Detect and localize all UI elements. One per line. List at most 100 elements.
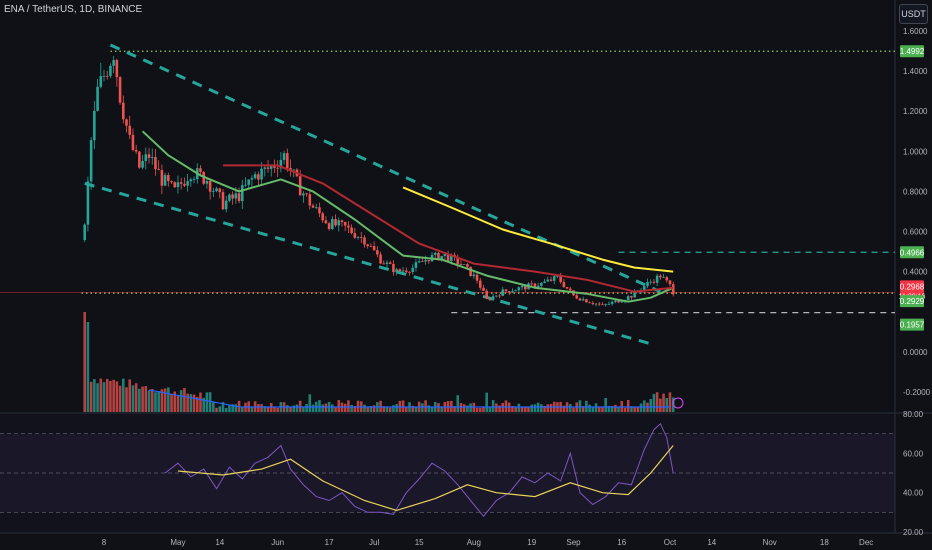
volume-bar: [659, 398, 662, 412]
candle-body: [585, 299, 588, 303]
candle-body: [163, 175, 167, 186]
volume-bar: [401, 400, 405, 412]
volume-bar: [414, 406, 418, 412]
candle-body: [485, 290, 488, 299]
rsi-ma-line: [177, 445, 674, 512]
candle-body: [170, 181, 173, 183]
volume-bar: [469, 403, 472, 412]
volume-bar: [205, 392, 209, 412]
time-tick-label: May: [170, 538, 185, 547]
candle-body: [472, 274, 476, 277]
volume-bar: [99, 378, 103, 412]
volume-bar: [350, 404, 353, 412]
candle-body: [183, 183, 186, 186]
candle-body: [437, 252, 440, 261]
volume-bar: [614, 404, 617, 412]
volume-bar: [195, 396, 199, 412]
candle-body: [376, 250, 379, 255]
volume-bar: [125, 387, 128, 412]
candle-body: [189, 179, 193, 182]
volume-bar: [212, 402, 215, 412]
volume-bar: [540, 404, 543, 412]
candle-body: [118, 77, 122, 103]
volume-bar: [665, 398, 669, 412]
volume-bar: [105, 378, 109, 412]
candle-body: [314, 207, 318, 209]
candle-body: [347, 225, 350, 228]
time-tick-label: Sep: [566, 538, 581, 547]
candle-body: [311, 205, 315, 208]
candle-body: [305, 193, 308, 195]
candle-body: [620, 301, 624, 303]
candle-body: [398, 269, 402, 272]
candle-body: [228, 194, 231, 201]
volume-bar: [353, 406, 357, 412]
candle-body: [379, 254, 382, 264]
volume-bar: [636, 407, 640, 412]
volume-bar: [642, 400, 646, 412]
symbol-header: ENA / TetherUS, 1D, BINANCE: [4, 4, 143, 15]
candle-body: [369, 245, 373, 247]
candle-body: [327, 223, 331, 229]
candle-body: [99, 76, 103, 87]
volume-bar: [597, 407, 601, 412]
volume-bar: [453, 406, 456, 412]
price-tick-label: 0.8000: [903, 187, 928, 196]
volume-bar: [240, 406, 244, 412]
volume-bar: [511, 406, 514, 412]
volume-bar: [488, 406, 492, 412]
rsi-tick-label: 40.00: [903, 489, 924, 498]
volume-bar: [218, 406, 222, 412]
volume-bar: [662, 393, 665, 412]
volume-bar: [523, 406, 527, 412]
volume-bar: [440, 406, 443, 412]
volume-bar: [115, 381, 119, 412]
volume-bar: [491, 400, 495, 412]
candle-body: [212, 191, 215, 192]
volume-bar: [594, 403, 598, 412]
volume-bar: [514, 407, 517, 412]
volume-bar: [633, 407, 636, 412]
volume-bar: [607, 406, 611, 412]
candle-body: [102, 75, 106, 77]
volume-bar: [208, 392, 212, 412]
volume-bar: [601, 407, 604, 412]
candle-body: [173, 182, 177, 188]
volume-bar: [630, 406, 633, 412]
volume-bar: [96, 383, 99, 412]
volume-bar: [668, 392, 672, 412]
price-badge: [900, 318, 924, 331]
volume-bar: [202, 397, 205, 412]
candle-body: [533, 283, 537, 288]
candle-body: [356, 237, 360, 238]
candle-body: [112, 60, 115, 66]
candle-body: [520, 285, 524, 288]
volume-bar: [572, 407, 575, 412]
volume-bar: [527, 407, 530, 412]
currency-button[interactable]: USDT: [899, 4, 928, 24]
candle-body: [401, 270, 405, 272]
candle-body: [105, 75, 109, 77]
volume-bar: [160, 389, 164, 412]
candle-body: [276, 167, 279, 169]
volume-bar: [533, 404, 537, 412]
volume-bar: [382, 406, 386, 412]
volume-bar: [343, 403, 347, 412]
candle-body: [215, 188, 218, 192]
candle-body: [340, 220, 344, 223]
volume-bar: [112, 379, 115, 412]
volume-bar: [588, 404, 591, 412]
candle-body: [388, 262, 392, 264]
volume-bar: [263, 406, 267, 412]
volume-bar: [257, 404, 260, 412]
candle-body: [414, 262, 418, 268]
volume-bar: [102, 382, 106, 412]
candle-body: [221, 192, 225, 210]
candle-body: [260, 168, 263, 180]
price-tick-label: 1.0000: [903, 147, 928, 156]
volume-bar: [289, 407, 292, 412]
candle-body: [231, 194, 234, 199]
candle-body: [366, 244, 369, 246]
candle-body: [199, 168, 202, 173]
